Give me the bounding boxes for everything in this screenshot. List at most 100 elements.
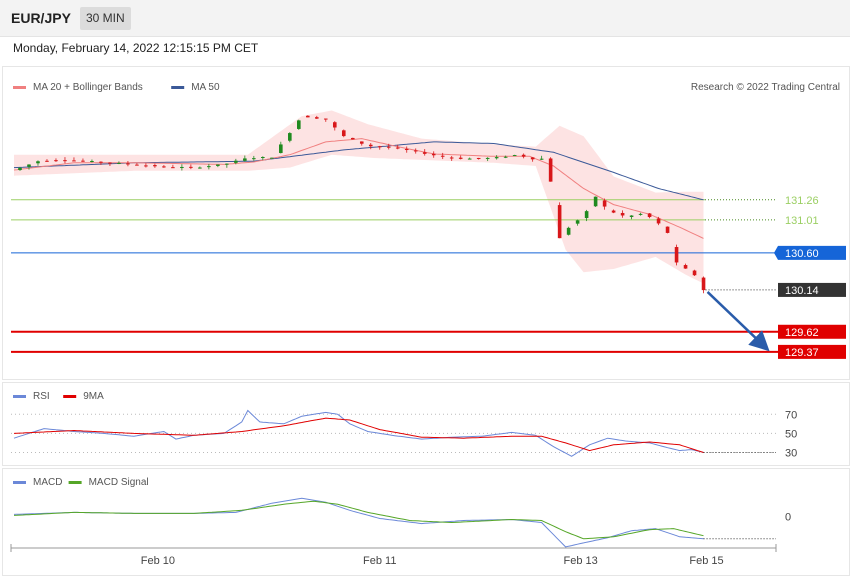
candle — [692, 269, 697, 277]
candle — [162, 164, 166, 168]
macd-line — [13, 497, 704, 548]
candle — [548, 157, 553, 182]
candle — [243, 155, 247, 162]
candle — [575, 219, 580, 226]
legend-swatch — [171, 86, 185, 89]
x-tick-label: Feb 13 — [563, 555, 597, 567]
chart-datetime: Monday, February 14, 2022 12:15:15 PM CE… — [13, 41, 259, 55]
candle — [36, 160, 40, 166]
rsi-line — [13, 409, 704, 457]
macd-panel — [2, 468, 850, 576]
candle — [386, 143, 391, 150]
level-label: 131.26 — [785, 195, 819, 207]
legend-label: MACD Signal — [89, 477, 149, 488]
candle — [683, 263, 688, 269]
candle — [413, 148, 418, 154]
candle — [117, 161, 121, 165]
candle — [81, 158, 85, 162]
rsi-tick-label: 50 — [785, 428, 797, 440]
candle — [593, 196, 598, 207]
candle — [647, 213, 652, 219]
rsi-plot: 70 50 30 — [11, 409, 797, 459]
candle — [341, 129, 346, 138]
level-lines — [11, 199, 846, 353]
candle — [422, 149, 427, 156]
candle — [27, 164, 31, 170]
legend-label: MA 50 — [191, 82, 220, 93]
x-tick-label: Feb 15 — [689, 555, 723, 567]
candle — [171, 164, 175, 169]
candle — [404, 146, 409, 153]
candle — [359, 141, 364, 146]
candle — [512, 154, 517, 157]
legend-swatch — [63, 395, 77, 398]
candle — [620, 210, 625, 218]
candle — [323, 118, 328, 122]
symbol-title: EUR/JPY — [11, 10, 71, 26]
candle — [207, 163, 211, 170]
price-legend: MA 20 + Bollinger Bands MA 50 — [13, 82, 220, 93]
rsi-ma-line — [13, 417, 704, 453]
candle — [494, 155, 499, 160]
level-label: 131.01 — [785, 215, 819, 227]
candle — [557, 202, 562, 239]
rsi-tick-label: 30 — [785, 447, 797, 459]
candle — [135, 163, 139, 166]
macd-tick-label: 0 — [785, 511, 791, 523]
candle — [261, 156, 265, 161]
candle — [476, 157, 481, 160]
candle — [665, 226, 670, 234]
price-panel — [2, 66, 850, 380]
x-tick-label: Feb 11 — [363, 555, 396, 567]
legend-label: 9MA — [83, 391, 104, 402]
candle — [108, 162, 112, 166]
candle — [72, 157, 76, 162]
legend-swatch — [68, 481, 82, 484]
bollinger-band — [14, 110, 704, 284]
candle — [602, 198, 607, 210]
candles — [18, 115, 706, 294]
candle — [377, 145, 382, 150]
candle — [54, 158, 58, 162]
candle — [611, 209, 616, 214]
x-axis: Feb 10 Feb 11 Feb 13 Feb 15 — [10, 544, 777, 567]
candle — [656, 216, 661, 226]
x-tick-label: Feb 10 — [141, 555, 175, 567]
candle — [395, 144, 400, 150]
level-tag — [778, 282, 846, 297]
level-tag — [778, 344, 846, 359]
candle — [63, 157, 67, 164]
level-label: 129.62 — [785, 327, 819, 339]
top-bar: EUR/JPY 30 MIN — [0, 0, 850, 37]
candle — [45, 159, 49, 162]
macd-legend: MACD MACD Signal — [13, 477, 149, 488]
candle — [252, 155, 256, 161]
candle — [458, 155, 463, 160]
candle — [198, 166, 202, 169]
level-label: 130.60 — [785, 248, 819, 260]
candle — [99, 161, 103, 165]
level-tag — [778, 324, 846, 339]
candle — [297, 119, 301, 130]
level-tag — [774, 245, 846, 260]
candle — [629, 215, 634, 220]
interval-button[interactable]: 30 MIN — [80, 7, 131, 30]
legend-swatch — [13, 395, 26, 398]
macd-signal-line — [13, 500, 704, 540]
candle — [279, 141, 283, 154]
rsi-panel — [2, 382, 850, 466]
candle — [332, 121, 337, 131]
candle — [467, 157, 472, 160]
candle — [314, 115, 319, 119]
candle — [350, 137, 355, 140]
candle — [18, 167, 22, 171]
candle — [521, 153, 526, 159]
candle — [539, 155, 544, 160]
legend-swatch — [13, 86, 26, 89]
candle — [153, 163, 157, 168]
candle — [566, 226, 571, 236]
candle — [449, 155, 454, 161]
candle — [144, 163, 148, 168]
legend-swatch — [13, 481, 26, 484]
candle — [440, 152, 445, 160]
